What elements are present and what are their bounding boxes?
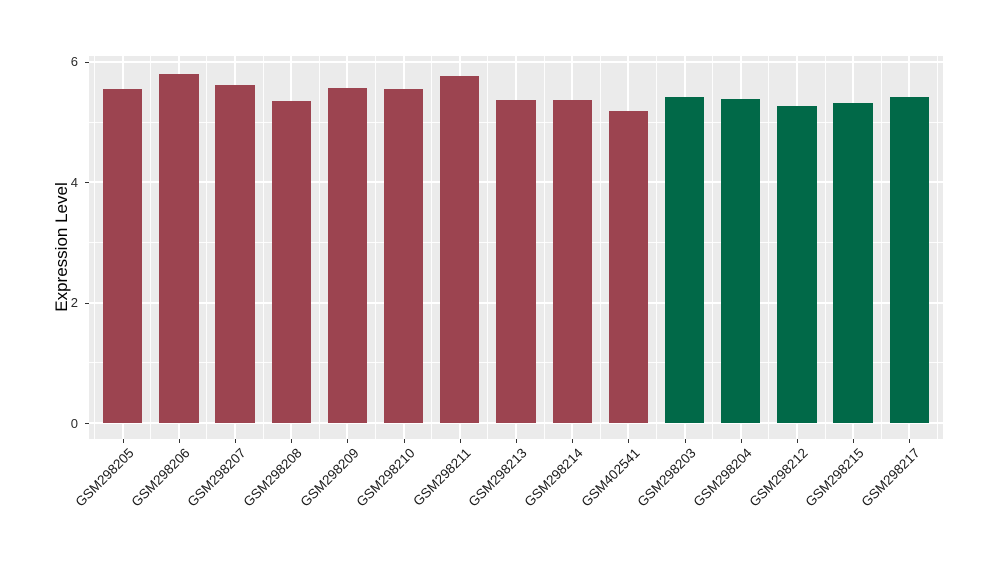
minor-gridline-v: [768, 56, 770, 439]
minor-gridline-v: [655, 56, 657, 439]
bar: [833, 103, 873, 423]
minor-gridline-v: [318, 56, 320, 439]
bar: [552, 100, 592, 423]
x-tick-mark: [909, 439, 911, 443]
bar: [777, 105, 817, 423]
bar: [664, 96, 705, 423]
x-tick-label: GSM298205: [72, 445, 137, 510]
minor-gridline-v: [262, 56, 264, 439]
x-tick-label: GSM298215: [802, 445, 868, 510]
x-tick-label: GSM298210: [353, 445, 418, 510]
bar: [159, 73, 199, 423]
minor-gridline-v: [599, 56, 601, 439]
x-tick-label: GSM298208: [240, 445, 306, 510]
bar: [271, 100, 311, 423]
x-tick-label: GSM298209: [297, 445, 362, 510]
x-tick-mark: [178, 439, 180, 443]
x-tick-mark: [740, 439, 742, 443]
y-tick-label: 4: [70, 174, 78, 190]
x-tick-label: GSM298204: [690, 445, 755, 510]
y-tick-mark: [85, 182, 89, 184]
bar: [496, 99, 536, 423]
x-tick-label: GSM402541: [578, 445, 643, 510]
minor-gridline-v: [94, 56, 96, 439]
y-tick-mark: [85, 423, 89, 424]
minor-gridline-v: [880, 56, 882, 439]
y-tick-label: 6: [70, 54, 78, 70]
x-tick-mark: [516, 439, 517, 443]
bar: [215, 84, 255, 423]
x-tick-mark: [628, 439, 630, 443]
x-tick-label: GSM298211: [410, 445, 474, 509]
y-tick-label: 0: [70, 415, 78, 431]
y-tick-label: 2: [70, 295, 78, 311]
x-tick-mark: [403, 439, 405, 443]
x-tick-mark: [853, 439, 855, 443]
x-tick-label: GSM298213: [465, 445, 530, 510]
x-tick-mark: [122, 439, 124, 443]
bar: [608, 110, 649, 423]
minor-gridline-v: [824, 56, 826, 439]
plot-panel: [89, 56, 943, 439]
bar: [889, 96, 929, 423]
x-tick-label: GSM298214: [521, 445, 587, 510]
bar: [383, 88, 424, 423]
y-tick-mark: [85, 302, 89, 304]
x-tick-mark: [572, 439, 574, 443]
minor-gridline-v: [936, 56, 938, 439]
x-tick-label: GSM298217: [858, 445, 924, 510]
minor-gridline-v: [543, 56, 545, 439]
minor-gridline-v: [487, 56, 489, 439]
minor-gridline-v: [712, 56, 714, 439]
x-tick-mark: [684, 439, 686, 443]
bar: [103, 88, 143, 423]
bar: [721, 98, 761, 423]
minor-gridline-v: [150, 56, 152, 439]
minor-gridline-v: [431, 56, 433, 439]
x-tick-label: GSM298212: [746, 445, 811, 510]
x-tick-mark: [459, 439, 461, 443]
minor-gridline-v: [375, 56, 377, 439]
x-tick-label: GSM298203: [634, 445, 699, 510]
x-tick-mark: [347, 439, 349, 443]
x-tick-label: GSM298207: [184, 445, 249, 510]
minor-gridline-v: [206, 56, 208, 439]
bar: [440, 76, 480, 423]
x-tick-mark: [796, 439, 798, 443]
y-axis-title: Expression Level: [52, 182, 71, 312]
x-tick-label: GSM298206: [128, 445, 193, 510]
x-tick-mark: [291, 439, 293, 443]
bar: [327, 88, 368, 423]
y-tick-mark: [85, 61, 89, 63]
x-tick-mark: [235, 439, 237, 443]
